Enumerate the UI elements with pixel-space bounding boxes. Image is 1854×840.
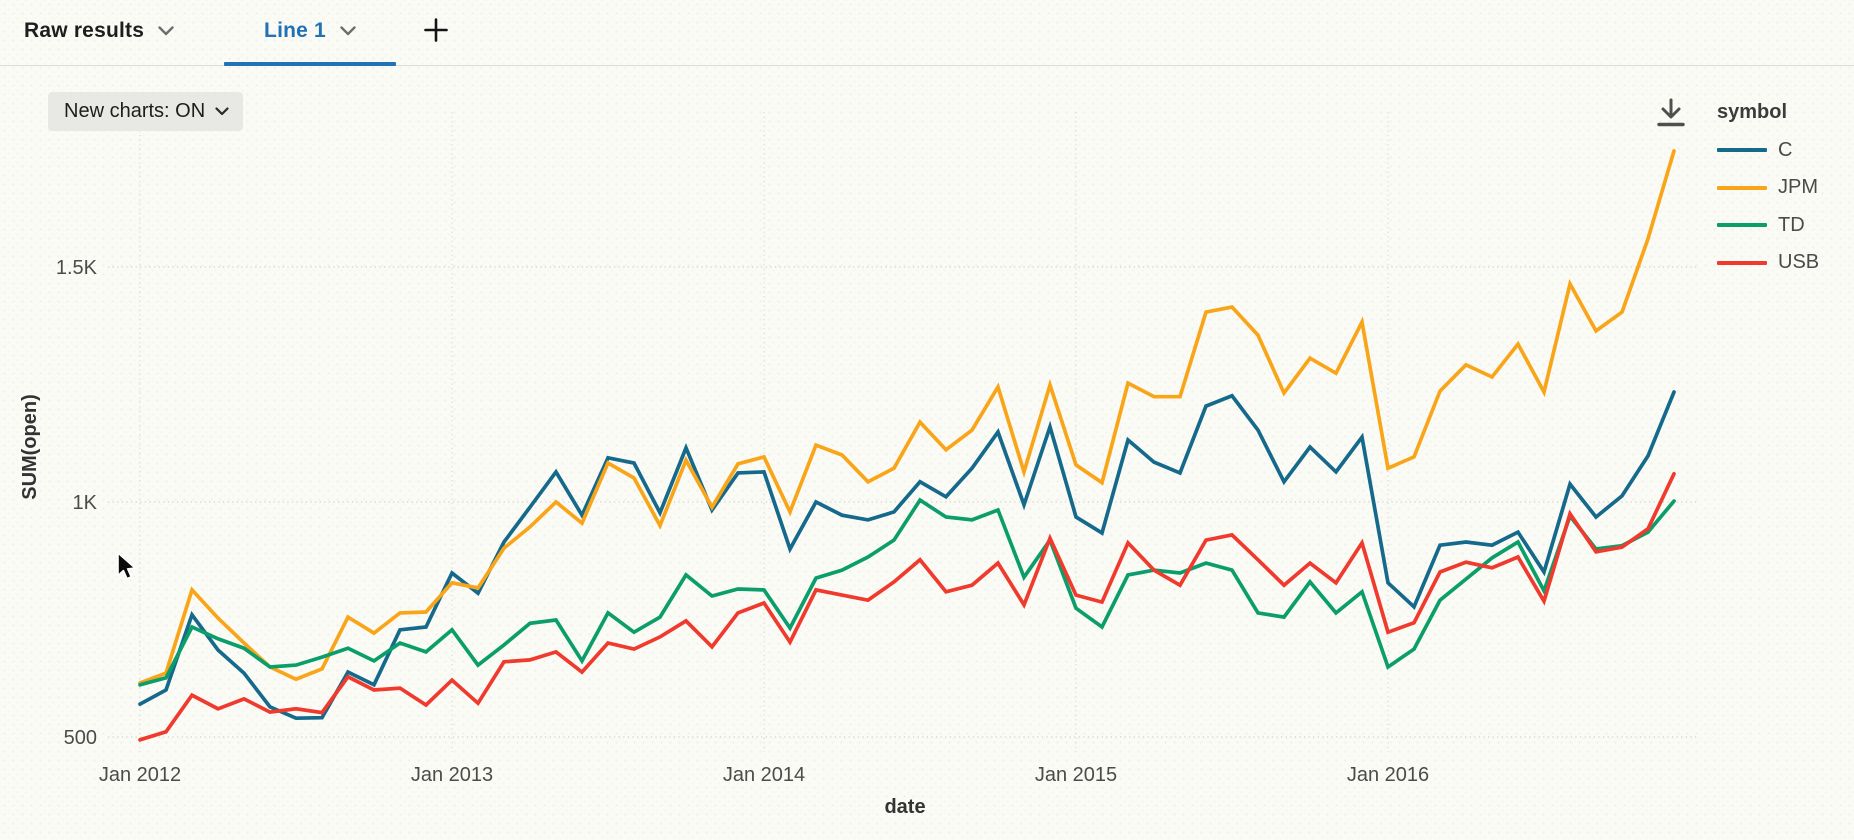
series-line-JPM[interactable]	[138, 149, 1676, 685]
legend-label: USB	[1778, 251, 1820, 273]
tab-raw-results-label: Raw results	[24, 19, 145, 42]
legend-swatch-C	[1717, 148, 1767, 152]
y-axis-title: SUM(open)	[19, 394, 41, 500]
plus-icon	[424, 18, 448, 42]
legend-item-C[interactable]: C	[1717, 137, 1847, 163]
x-axis-tick-label: Jan 2016	[1347, 764, 1429, 786]
chevron-down-icon	[340, 26, 356, 36]
tab-bar: Raw results Line 1	[0, 0, 1854, 66]
x-axis-tick-label: Jan 2014	[723, 764, 805, 786]
x-axis-tick-label: Jan 2013	[411, 764, 493, 786]
download-chart-button[interactable]	[1652, 97, 1690, 135]
series-line-C[interactable]	[138, 390, 1676, 721]
legend-item-USB[interactable]: USB	[1717, 250, 1847, 276]
new-charts-toggle[interactable]: New charts: ON	[48, 92, 244, 131]
series-line-USB[interactable]	[138, 471, 1676, 742]
x-axis-tick-label: Jan 2015	[1035, 764, 1117, 786]
chevron-down-icon	[215, 107, 229, 116]
series-line-TD[interactable]	[138, 497, 1676, 687]
chevron-down-icon	[158, 26, 174, 36]
legend-title: symbol	[1717, 101, 1788, 123]
tab-raw-results[interactable]: Raw results	[24, 0, 210, 62]
download-icon	[1657, 98, 1685, 127]
y-axis-tick-label: 500	[64, 727, 97, 749]
active-tab-indicator	[224, 62, 396, 66]
tab-line-1-label: Line 1	[264, 19, 326, 42]
chart-legend: symbol C JPM TD USB	[1717, 101, 1847, 287]
legend-item-TD[interactable]: TD	[1717, 212, 1847, 238]
x-axis-tick-label: Jan 2012	[99, 764, 181, 786]
new-charts-toggle-label: New charts: ON	[64, 100, 206, 122]
tab-line-1[interactable]: Line 1	[224, 0, 396, 62]
legend-swatch-USB	[1717, 260, 1767, 265]
y-axis-tick-label: 1.5K	[56, 257, 98, 279]
legend-label: TD	[1778, 213, 1805, 236]
legend-swatch-JPM	[1717, 185, 1767, 190]
x-axis-title: date	[884, 796, 925, 818]
legend-label: C	[1778, 138, 1793, 161]
legend-label: JPM	[1778, 176, 1818, 198]
legend-swatch-TD	[1717, 223, 1767, 227]
y-axis-tick-label: 1K	[73, 492, 98, 514]
legend-item-JPM[interactable]: JPM	[1717, 175, 1847, 201]
add-chart-tab-button[interactable]	[416, 8, 456, 52]
